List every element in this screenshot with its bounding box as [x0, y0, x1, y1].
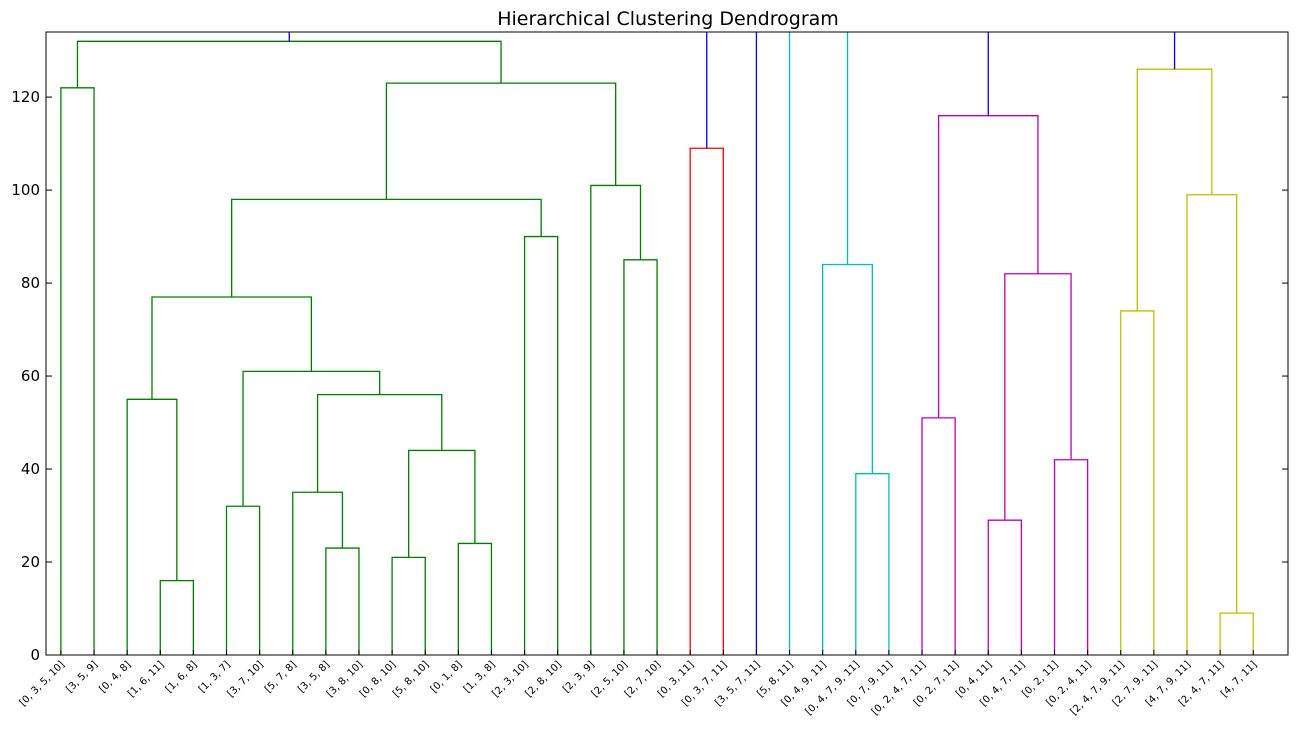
merge-link-20: [822, 263, 873, 655]
merge-link-8: [408, 449, 476, 558]
merge-link-19: [855, 473, 890, 655]
x-tick-label: [3, 7, 10]: [225, 659, 265, 699]
y-tick-label: 120: [11, 88, 40, 106]
merge-link-2: [126, 398, 178, 655]
merge-link-16: [385, 82, 617, 200]
plot-frame: [45, 31, 1289, 656]
merge-link-18: [689, 147, 724, 655]
merge-link-0: [159, 579, 195, 655]
y-tick-label: 20: [21, 553, 40, 571]
x-tick-label: [5, 8, 10]: [391, 659, 431, 699]
y-tick-label: 0: [30, 646, 40, 664]
y-tick-label: 60: [21, 367, 40, 385]
merge-link-4: [325, 547, 360, 655]
merge-link-3: [225, 505, 261, 655]
x-tick-label: [0, 1, 8]: [429, 659, 465, 695]
merge-link-27: [1219, 612, 1254, 655]
merge-link-15: [590, 184, 642, 655]
merge-link-13: [231, 198, 542, 298]
y-axis: 0 20 40 60 80 100 120: [11, 88, 1288, 664]
y-tick-label: 80: [21, 274, 40, 292]
merge-link-1: [60, 87, 95, 655]
merge-link-29: [1136, 68, 1213, 311]
merge-link-21: [921, 417, 956, 655]
merge-link-11: [151, 296, 313, 400]
dendrogram-links: [60, 32, 1254, 655]
merge-link-28: [1186, 194, 1238, 655]
x-tick-label: [1, 6, 8]: [164, 659, 200, 695]
y-tick-label: 40: [21, 460, 40, 478]
merge-link-9: [316, 393, 443, 493]
merge-link-24: [1004, 273, 1072, 521]
y-tick-label: 100: [11, 181, 40, 199]
merge-link-5: [292, 491, 344, 655]
merge-link-17: [76, 40, 502, 88]
merge-link-22: [987, 519, 1023, 655]
merge-link-10: [242, 370, 381, 507]
chart-title: Hierarchical Clustering Dendrogram: [497, 8, 839, 30]
x-tick-label: [5, 7, 8]: [263, 659, 299, 695]
merge-link-23: [1053, 459, 1089, 655]
merge-link-26: [1120, 310, 1155, 655]
x-tick-label: [1, 6, 11]: [126, 659, 166, 699]
merge-link-6: [391, 556, 426, 655]
x-tick-label: [4, 7, 11]: [1219, 659, 1259, 699]
merge-link-7: [457, 542, 493, 655]
merge-link-12: [523, 235, 559, 655]
x-axis: [0, 3, 5, 10][3, 5, 9][0, 4, 8][1, 6, 11…: [18, 650, 1259, 718]
x-tick-label: [0, 3, 5, 10]: [18, 659, 67, 708]
x-tick-label: [2, 8, 10]: [524, 659, 564, 699]
merge-link-25: [937, 115, 1039, 418]
merge-link-14: [623, 259, 658, 655]
x-tick-label: [3, 5, 9]: [64, 659, 100, 695]
